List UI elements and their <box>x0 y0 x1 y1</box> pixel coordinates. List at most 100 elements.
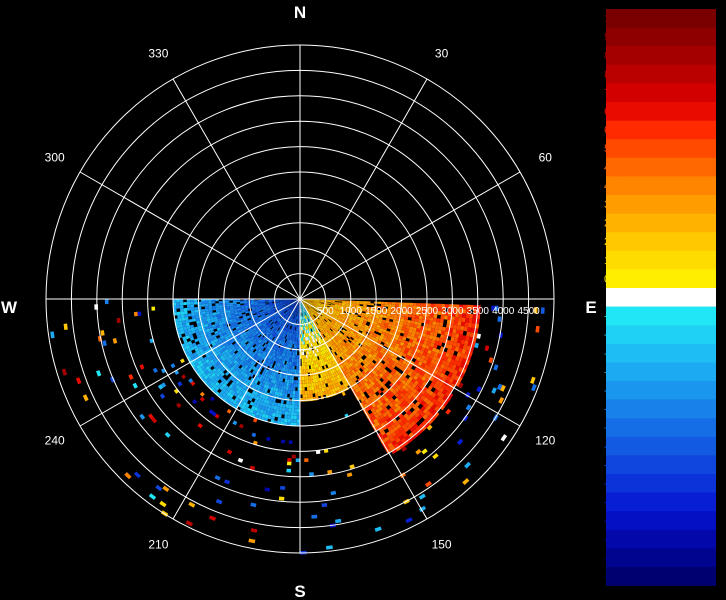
velocity-bin <box>293 358 296 363</box>
velocity-bin <box>445 352 450 358</box>
velocity-bin <box>245 390 250 396</box>
velocity-bin <box>297 383 300 388</box>
velocity-bin <box>333 329 338 333</box>
velocity-bin <box>336 349 341 354</box>
velocity-bin <box>325 332 329 336</box>
velocity-bin <box>326 306 331 309</box>
colorbar-swatch <box>606 325 716 345</box>
velocity-bin <box>342 334 347 339</box>
velocity-bin <box>436 396 443 403</box>
velocity-bin <box>417 392 423 399</box>
velocity-bin <box>307 329 310 334</box>
velocity-bin <box>298 309 300 313</box>
velocity-bin <box>275 413 279 418</box>
velocity-bin <box>265 321 270 325</box>
velocity-bin <box>457 338 462 344</box>
velocity-bin <box>331 300 335 303</box>
velocity-bin <box>322 349 326 354</box>
velocity-bin <box>384 392 390 398</box>
velocity-bin <box>223 365 229 370</box>
velocity-bin <box>215 355 220 360</box>
velocity-bin <box>230 307 234 310</box>
velocity-bin <box>402 336 407 341</box>
velocity-bin <box>399 387 405 393</box>
velocity-bin <box>365 351 370 356</box>
velocity-bin <box>281 329 285 334</box>
velocity-bin <box>294 308 297 312</box>
colorbar-label: 3.33m/s <box>604 199 644 211</box>
velocity-bin <box>394 370 400 376</box>
velocity-bin <box>204 343 209 348</box>
velocity-bin <box>286 468 292 473</box>
velocity-bin <box>201 301 205 305</box>
velocity-bin <box>301 362 304 366</box>
velocity-bin <box>355 328 360 332</box>
velocity-bin <box>331 302 335 304</box>
velocity-bin <box>295 355 297 359</box>
velocity-bin <box>263 323 267 327</box>
velocity-bin <box>292 311 295 315</box>
velocity-bin <box>271 316 275 320</box>
velocity-bin <box>258 404 263 410</box>
velocity-bin <box>397 347 402 352</box>
velocity-bin <box>408 329 413 334</box>
colorbar-label: 7.33m/s <box>604 87 644 99</box>
velocity-bin <box>257 333 261 337</box>
velocity-bin <box>305 319 307 323</box>
velocity-bin <box>376 403 381 409</box>
velocity-bin <box>329 342 333 346</box>
velocity-bin <box>371 327 376 331</box>
velocity-bin <box>284 342 287 347</box>
velocity-bin <box>323 376 327 381</box>
velocity-bin <box>310 308 313 311</box>
velocity-bin <box>352 359 357 364</box>
velocity-bin <box>367 392 373 397</box>
velocity-bin <box>362 349 367 353</box>
velocity-bin <box>352 303 357 306</box>
velocity-bin <box>382 384 387 390</box>
velocity-bin <box>240 306 245 309</box>
velocity-bin <box>433 389 439 395</box>
colorbar-swatch <box>606 399 716 419</box>
velocity-bin <box>216 351 222 356</box>
velocity-bin <box>235 351 240 356</box>
velocity-bin <box>285 306 289 309</box>
velocity-bin <box>297 312 299 317</box>
colorbar-swatch <box>606 46 716 66</box>
velocity-bin <box>270 309 275 312</box>
velocity-bin <box>350 341 355 346</box>
velocity-bin <box>258 339 263 344</box>
velocity-bin <box>444 311 449 316</box>
velocity-bin <box>295 340 297 345</box>
velocity-bin <box>282 300 287 302</box>
velocity-bin <box>312 339 315 343</box>
velocity-bin <box>466 345 471 351</box>
velocity-bin <box>241 329 245 333</box>
velocity-bin <box>288 304 292 307</box>
velocity-bin <box>420 347 426 352</box>
velocity-bin <box>423 326 428 331</box>
velocity-bin <box>259 386 264 391</box>
velocity-bin <box>275 302 280 304</box>
velocity-bin <box>332 311 336 315</box>
velocity-bin <box>472 318 477 324</box>
velocity-bin <box>437 311 442 315</box>
velocity-bin <box>419 306 424 310</box>
velocity-bin <box>399 397 405 403</box>
velocity-bin <box>270 321 274 325</box>
velocity-bin <box>381 321 386 325</box>
velocity-bin <box>218 339 223 343</box>
velocity-bin <box>360 326 365 330</box>
velocity-bin <box>342 340 346 345</box>
velocity-bin <box>254 316 259 319</box>
velocity-bin <box>301 344 303 349</box>
velocity-bin <box>264 414 269 419</box>
velocity-bin <box>311 335 315 340</box>
velocity-bin <box>447 344 453 350</box>
velocity-bin <box>321 321 325 325</box>
velocity-bin <box>313 300 318 302</box>
velocity-bin <box>266 370 271 375</box>
velocity-bin <box>279 332 283 337</box>
velocity-bin <box>394 359 400 364</box>
velocity-bin <box>331 313 336 316</box>
